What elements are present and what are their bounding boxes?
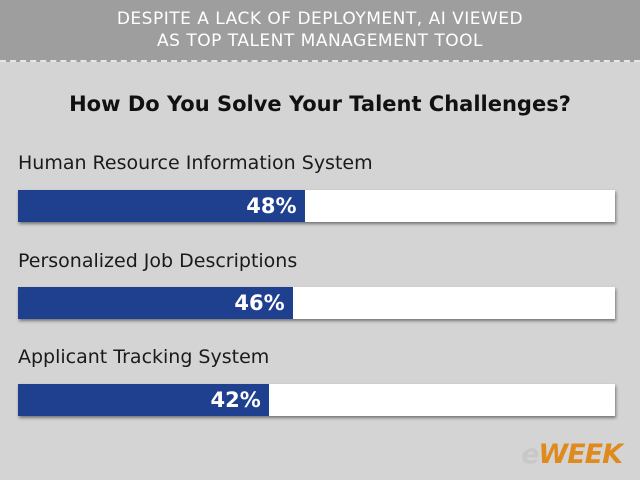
eweek-logo: eWEEK (521, 439, 623, 470)
bar-label: Applicant Tracking System (18, 346, 270, 368)
logo-e: e (521, 439, 539, 470)
bar: 42% (18, 384, 269, 416)
chart-title: How Do You Solve Your Talent Challenges? (69, 92, 571, 116)
bar-track: 48% (18, 190, 615, 222)
bar-value-label: 42% (210, 388, 261, 412)
bar-track: 42% (18, 384, 615, 416)
bar: 48% (18, 190, 305, 222)
bar-value-label: 46% (234, 291, 285, 315)
bar-label: Personalized Job Descriptions (18, 250, 298, 272)
header-line-2: AS TOP TALENT MANAGEMENT TOOL (157, 31, 483, 51)
bar-track: 46% (18, 287, 615, 319)
bar-label: Human Resource Information System (18, 152, 373, 174)
header-banner: DESPITE A LACK OF DEPLOYMENT, AI VIEWED … (0, 0, 640, 62)
logo-week: WEEK (538, 439, 623, 470)
bar-value-label: 48% (246, 194, 297, 218)
bar: 46% (18, 287, 293, 319)
header-line-1: DESPITE A LACK OF DEPLOYMENT, AI VIEWED (116, 9, 524, 29)
